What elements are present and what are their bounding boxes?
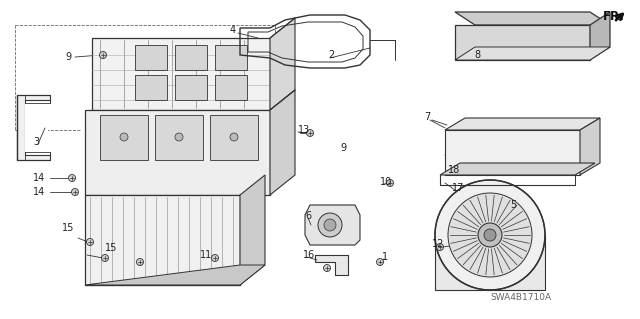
Polygon shape: [445, 118, 600, 130]
Polygon shape: [270, 90, 295, 195]
Circle shape: [211, 255, 218, 262]
Text: 12: 12: [432, 239, 444, 249]
Polygon shape: [455, 25, 590, 60]
Text: 3: 3: [33, 137, 39, 147]
Polygon shape: [175, 75, 207, 100]
Text: SWA4B1710A: SWA4B1710A: [490, 293, 551, 302]
Text: 6: 6: [305, 211, 311, 221]
Text: 15: 15: [62, 223, 74, 233]
Text: 16: 16: [303, 250, 316, 260]
Polygon shape: [270, 18, 295, 110]
Text: 18: 18: [448, 165, 460, 175]
Circle shape: [324, 219, 336, 231]
Polygon shape: [580, 118, 600, 175]
Circle shape: [323, 264, 330, 271]
Polygon shape: [135, 75, 167, 100]
Polygon shape: [445, 130, 580, 175]
Circle shape: [230, 133, 238, 141]
Polygon shape: [305, 205, 360, 245]
Polygon shape: [25, 103, 48, 152]
Text: 5: 5: [510, 200, 516, 210]
Circle shape: [175, 133, 183, 141]
Polygon shape: [85, 265, 265, 285]
Circle shape: [448, 193, 532, 277]
Polygon shape: [455, 12, 610, 25]
Polygon shape: [135, 45, 167, 70]
Text: FR.: FR.: [603, 10, 625, 23]
Circle shape: [86, 239, 93, 246]
Polygon shape: [155, 115, 203, 160]
Text: 14: 14: [33, 173, 45, 183]
Text: 7: 7: [424, 112, 430, 122]
Text: 9: 9: [340, 143, 346, 153]
Polygon shape: [215, 45, 247, 70]
Circle shape: [307, 130, 314, 137]
Circle shape: [68, 174, 76, 182]
Text: 14: 14: [33, 187, 45, 197]
Circle shape: [102, 255, 109, 262]
Circle shape: [387, 180, 394, 187]
Polygon shape: [215, 75, 247, 100]
Polygon shape: [590, 12, 610, 60]
Text: 15: 15: [105, 243, 117, 253]
Polygon shape: [440, 163, 595, 175]
Text: 1: 1: [382, 252, 388, 262]
Circle shape: [99, 51, 106, 58]
Text: 4: 4: [230, 25, 236, 35]
Text: 9: 9: [66, 52, 72, 62]
Circle shape: [120, 133, 128, 141]
Polygon shape: [100, 115, 148, 160]
Circle shape: [136, 258, 143, 265]
Text: 10: 10: [380, 177, 392, 187]
Polygon shape: [435, 235, 545, 290]
Text: 17: 17: [452, 183, 465, 193]
Circle shape: [318, 213, 342, 237]
Polygon shape: [85, 110, 270, 195]
Circle shape: [376, 258, 383, 265]
Text: 2: 2: [328, 50, 334, 60]
Circle shape: [435, 180, 545, 290]
Polygon shape: [315, 255, 348, 275]
Polygon shape: [175, 45, 207, 70]
Circle shape: [436, 243, 444, 250]
Polygon shape: [455, 47, 610, 60]
Polygon shape: [17, 95, 50, 160]
Text: 11: 11: [200, 250, 212, 260]
Polygon shape: [85, 195, 240, 285]
Polygon shape: [92, 38, 270, 110]
Circle shape: [72, 189, 79, 196]
Circle shape: [484, 229, 496, 241]
Text: 13: 13: [298, 125, 310, 135]
Circle shape: [478, 223, 502, 247]
Polygon shape: [210, 115, 258, 160]
Polygon shape: [240, 175, 265, 285]
Text: 8: 8: [474, 50, 480, 60]
